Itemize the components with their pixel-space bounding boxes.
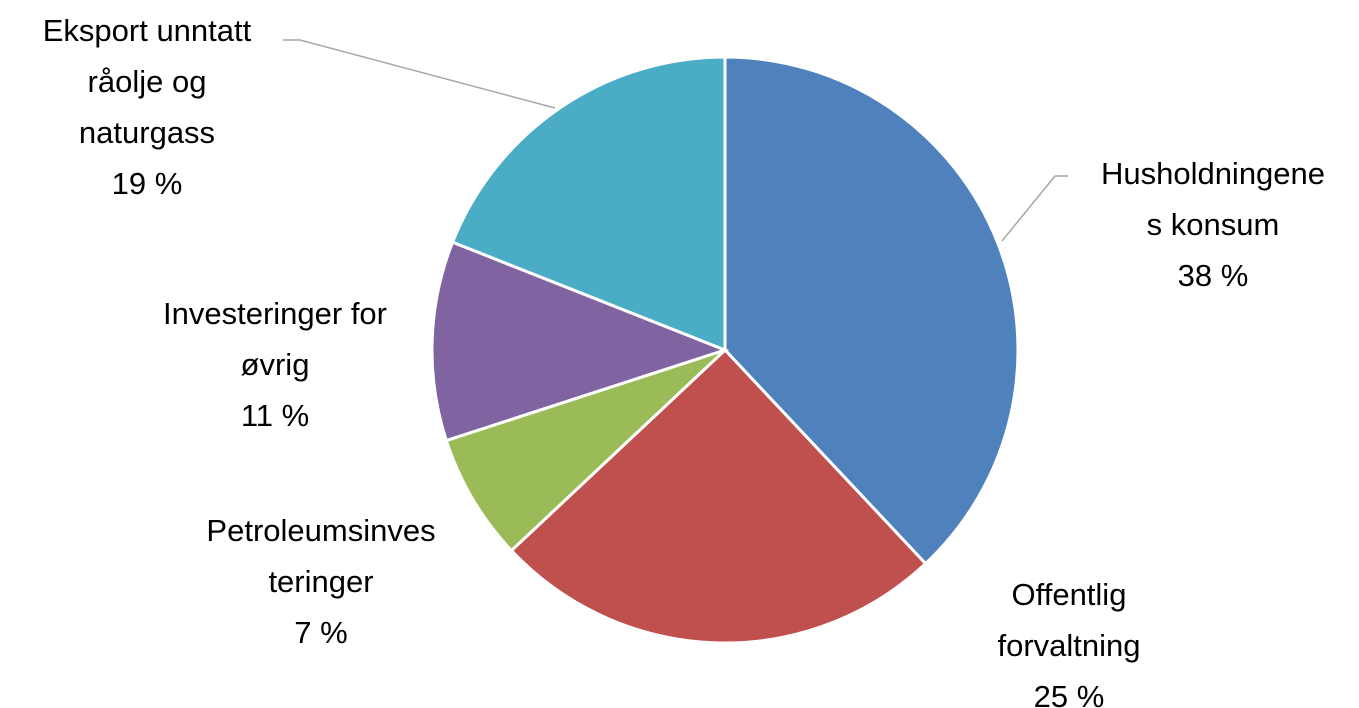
data-label-line: naturgass bbox=[79, 115, 215, 150]
data-label-husholdningenes-konsum: Husholdningene s konsum 38 % bbox=[1101, 156, 1325, 293]
data-label-line: råolje og bbox=[88, 64, 207, 99]
data-labels-layer: Husholdningene s konsum 38 % Offentlig forva… bbox=[43, 13, 1325, 708]
data-label-investeringer-for-ovrig: Investeringer for øvrig 11 % bbox=[163, 296, 387, 433]
pie-slice-petroleumsinvesteringer bbox=[444, 348, 727, 553]
pie-slice-husholdningenes-konsum bbox=[723, 55, 1020, 566]
pie-slice-eksport-unntatt-raolje-og-naturgass bbox=[450, 55, 727, 353]
pie-slice-offentlig-forvaltning bbox=[509, 347, 928, 645]
data-label-value: 11 % bbox=[241, 398, 309, 433]
data-label-value: 38 % bbox=[1178, 258, 1249, 293]
leader-line-husholdningenes-konsum bbox=[1001, 175, 1068, 242]
pie-slice-investeringer-for-ovrig bbox=[430, 240, 730, 443]
data-label-line: Husholdningene bbox=[1101, 156, 1325, 191]
data-label-value: 25 % bbox=[1034, 679, 1105, 708]
data-label-petroleumsinvesteringer: Petroleumsinves teringer 7 % bbox=[206, 513, 435, 650]
data-label-offentlig-forvaltning: Offentlig forvaltning 25 % bbox=[997, 577, 1140, 708]
data-label-line: Investeringer for bbox=[163, 296, 387, 331]
data-label-line: Petroleumsinves bbox=[206, 513, 435, 548]
leader-lines-layer bbox=[283, 39, 1068, 242]
data-label-line: Eksport unntatt bbox=[43, 13, 252, 48]
data-label-line: forvaltning bbox=[997, 628, 1140, 663]
leader-line-eksport-unntatt-raolje-og-naturgass bbox=[283, 39, 556, 109]
slices-layer bbox=[430, 55, 1020, 645]
data-label-line: teringer bbox=[268, 564, 373, 599]
data-label-value: 7 % bbox=[294, 615, 347, 650]
data-label-eksport-unntatt-raolje-og-naturgass: Eksport unntatt råolje og naturgass 19 % bbox=[43, 13, 252, 201]
data-label-value: 19 % bbox=[112, 166, 183, 201]
data-label-line: s konsum bbox=[1147, 207, 1280, 242]
data-label-line: Offentlig bbox=[1012, 577, 1127, 612]
data-label-line: øvrig bbox=[241, 347, 310, 382]
